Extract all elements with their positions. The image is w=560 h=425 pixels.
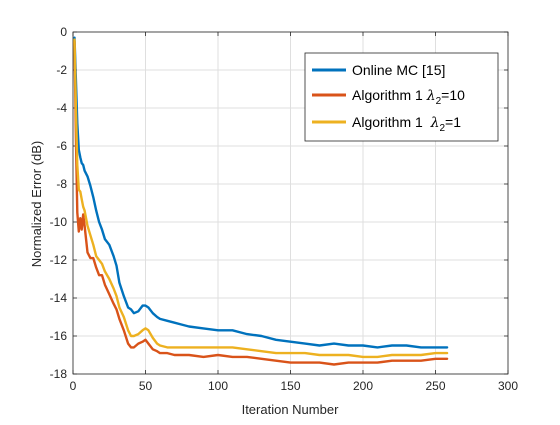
y-tick-label: -16 — [50, 329, 68, 343]
series-line-1 — [73, 40, 449, 366]
series-lines — [73, 36, 449, 366]
y-tick-label: -4 — [56, 101, 67, 115]
y-tick-label: 0 — [60, 25, 67, 39]
series-line-2 — [73, 38, 449, 359]
y-tick-label: -8 — [56, 177, 67, 191]
x-tick-label: 0 — [70, 379, 77, 393]
y-tick-label: -6 — [56, 139, 67, 153]
x-tick-label: 200 — [353, 379, 373, 393]
legend-label-alg1-l10-prefix: Algorithm 1 — [352, 87, 427, 103]
legend-label-alg1-l1-suffix: =1 — [445, 114, 461, 130]
lambda-symbol: λ — [430, 115, 440, 131]
y-tick-label: -18 — [50, 367, 68, 381]
series-line-0 — [73, 36, 449, 349]
legend: Online MC [15] Algorithm 1 λ2=10 Algorit… — [304, 52, 499, 142]
legend-entry-alg1-l1: Algorithm 1 λ2=1 — [312, 114, 461, 134]
y-axis-label: Normalized Error (dB) — [29, 141, 44, 267]
y-tick-label: -10 — [50, 215, 68, 229]
y-tick-label: -12 — [50, 253, 68, 267]
x-tick-label: 250 — [425, 379, 445, 393]
legend-entry-alg1-l10: Algorithm 1 λ2=10 — [312, 87, 465, 107]
legend-label-alg1-l10-suffix: =10 — [441, 87, 465, 103]
y-tick-label: -14 — [50, 291, 68, 305]
legend-label-online-mc: Online MC [15] — [352, 62, 445, 78]
legend-entry-online-mc: Online MC [15] — [312, 62, 445, 78]
tick-labels: 0 50 100 150 200 250 300 0 -2 -4 -6 -8 -10 -12 -14 -16 -… — [50, 25, 519, 393]
legend-label-alg1-l1: Algorithm 1 λ2=1 — [352, 114, 461, 134]
x-tick-label: 150 — [280, 379, 300, 393]
x-tick-label: 100 — [208, 379, 228, 393]
lambda-subscript: 2 — [439, 123, 445, 134]
lambda-symbol: λ — [426, 88, 436, 104]
legend-label-alg1-l1-prefix: Algorithm 1 — [352, 114, 431, 130]
lambda-subscript: 2 — [436, 96, 442, 107]
legend-label-alg1-l10: Algorithm 1 λ2=10 — [352, 87, 465, 107]
x-tick-label: 300 — [498, 379, 518, 393]
x-tick-label: 50 — [139, 379, 153, 393]
x-axis-label: Iteration Number — [242, 402, 339, 417]
legend-box — [304, 52, 499, 142]
y-tick-label: -2 — [56, 63, 67, 77]
